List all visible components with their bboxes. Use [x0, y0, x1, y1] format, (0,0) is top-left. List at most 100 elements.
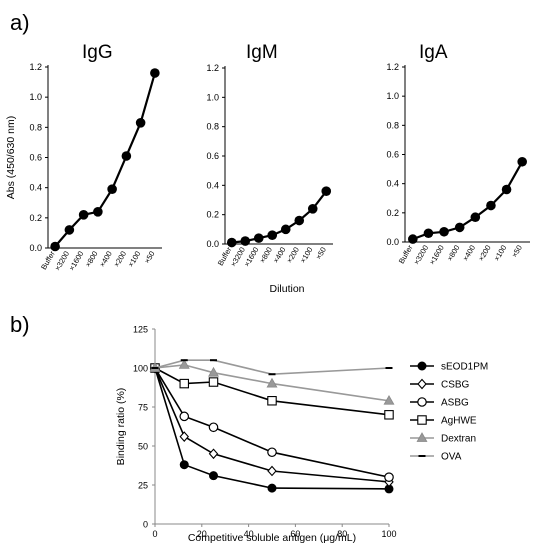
data-point-iga	[486, 200, 496, 211]
legend-marker-seod1pm	[417, 361, 427, 371]
legend-item-aghwe: AgHWE	[410, 415, 477, 427]
data-point-igm	[253, 233, 264, 243]
y-tick-label-iga: 0.6	[386, 150, 399, 160]
legend-label-seod1pm: sEOD1PM	[441, 362, 488, 373]
x-category-label-igg: ×1600	[67, 250, 85, 273]
y-axis-title-igg: Abs (450/630 nm)	[5, 116, 17, 199]
legend-item-asbg: ASBG	[410, 397, 469, 409]
data-point-igg	[64, 225, 75, 235]
y-tick-label-igg: 0.0	[29, 243, 42, 253]
x-category-label-iga: ×800	[445, 244, 461, 263]
x-tick-label-competition: 20	[197, 529, 207, 539]
y-tick-label-igg: 1.2	[29, 62, 42, 72]
y-tick-label-iga: 0.4	[386, 179, 399, 189]
x-category-label-igg: ×400	[98, 250, 114, 269]
y-tick-label-iga: 0.8	[386, 120, 399, 130]
data-point-aghwe	[267, 396, 277, 406]
y-tick-label-igm: 0.0	[206, 239, 219, 249]
data-point-dextran	[266, 377, 278, 388]
legend-label-aghwe: AgHWE	[441, 416, 477, 427]
x-category-label-iga: ×100	[492, 244, 508, 263]
data-point-iga	[408, 234, 418, 244]
data-point-iga	[439, 226, 449, 237]
data-point-igm	[307, 204, 318, 214]
y-tick-label-igg: 0.4	[29, 183, 42, 193]
x-category-label-igg: ×200	[112, 250, 128, 269]
data-point-iga	[501, 184, 512, 195]
data-point-igg	[107, 184, 117, 194]
x-category-label-iga: ×200	[476, 244, 492, 263]
x-category-label-igg: ×800	[83, 250, 99, 269]
legend-marker-asbg	[417, 397, 427, 407]
data-point-seod1pm	[384, 484, 394, 494]
data-point-dextran	[383, 394, 395, 405]
y-tick-label-competition: 0	[143, 520, 148, 530]
x-axis-title-igm: Dilution	[269, 283, 304, 295]
y-tick-label-competition: 75	[138, 403, 148, 413]
data-point-asbg	[384, 472, 394, 482]
data-point-csbg	[179, 431, 189, 442]
y-tick-label-igm: 1.0	[206, 92, 219, 102]
legend-item-dextran: Dextran	[410, 432, 476, 445]
y-tick-label-iga: 0.2	[386, 208, 399, 218]
x-category-label-iga: ×1600	[427, 244, 445, 267]
data-point-seod1pm	[179, 460, 189, 470]
y-tick-label-igm: 0.6	[206, 151, 219, 161]
y-tick-label-igg: 0.2	[29, 213, 42, 223]
x-category-label-iga: ×400	[461, 244, 477, 263]
chart-title-igm: IgM	[246, 42, 278, 63]
y-tick-label-competition: 125	[133, 325, 148, 335]
data-point-igm	[267, 230, 278, 240]
chart-title-igg: IgG	[82, 42, 113, 63]
data-point-igg	[78, 210, 89, 220]
data-point-aghwe	[179, 378, 190, 389]
data-point-asbg	[267, 447, 277, 458]
data-point-iga	[517, 156, 527, 167]
x-tick-label-competition: 80	[337, 529, 347, 539]
data-point-iga	[470, 212, 481, 223]
data-point-igg	[121, 151, 132, 161]
series-line-igm	[231, 190, 328, 244]
x-category-label-igm: ×800	[258, 246, 274, 265]
data-point-igm	[294, 215, 305, 226]
y-tick-label-competition: 50	[138, 442, 148, 452]
data-point-iga	[454, 222, 465, 233]
y-tick-label-iga: 1.2	[386, 62, 399, 72]
x-category-label-igm: ×200	[285, 246, 301, 265]
data-point-igm	[226, 237, 237, 248]
x-category-label-igg: ×50	[142, 250, 156, 266]
legend-marker-csbg	[417, 378, 427, 390]
data-point-iga	[423, 228, 434, 239]
x-category-label-igm: ×50	[314, 246, 328, 262]
legend-item-seod1pm: sEOD1PM	[410, 361, 488, 373]
data-point-seod1pm	[267, 483, 277, 493]
data-point-igm	[280, 224, 291, 235]
x-tick-label-competition: 0	[152, 529, 157, 539]
x-category-label-igm: ×100	[298, 246, 314, 265]
legend-label-asbg: ASBG	[441, 398, 469, 409]
y-tick-label-igm: 0.2	[206, 210, 219, 220]
data-point-igg	[135, 118, 146, 128]
x-category-label-iga: ×50	[510, 244, 524, 260]
data-point-igm	[240, 236, 251, 246]
panel-label-b: b)	[10, 312, 30, 337]
chart-igg: IgG0.00.20.40.60.81.01.2Buffer×3200×1600…	[5, 42, 162, 272]
x-tick-label-competition: 40	[244, 529, 254, 539]
data-point-seod1pm	[209, 471, 218, 481]
chart-title-iga: IgA	[419, 42, 448, 63]
y-tick-label-igm: 1.2	[206, 63, 219, 73]
data-point-asbg	[208, 422, 219, 433]
legend-label-dextran: Dextran	[441, 434, 476, 445]
data-point-igg	[93, 207, 103, 217]
data-point-csbg	[267, 465, 277, 477]
y-tick-label-competition: 25	[138, 481, 148, 491]
data-point-igm	[321, 186, 332, 196]
legend-label-ova: OVA	[441, 452, 462, 463]
chart-iga: IgA0.00.20.40.60.81.01.2Buffer×3200×1600…	[386, 42, 530, 266]
x-tick-label-competition: 100	[381, 529, 396, 539]
data-point-aghwe	[384, 410, 394, 420]
x-axis-title-competition: Competitive soluble antigen (μg/mL)	[188, 532, 356, 544]
legend-marker-aghwe	[417, 415, 427, 425]
data-point-asbg	[179, 411, 190, 422]
x-tick-label-competition: 60	[290, 529, 300, 539]
